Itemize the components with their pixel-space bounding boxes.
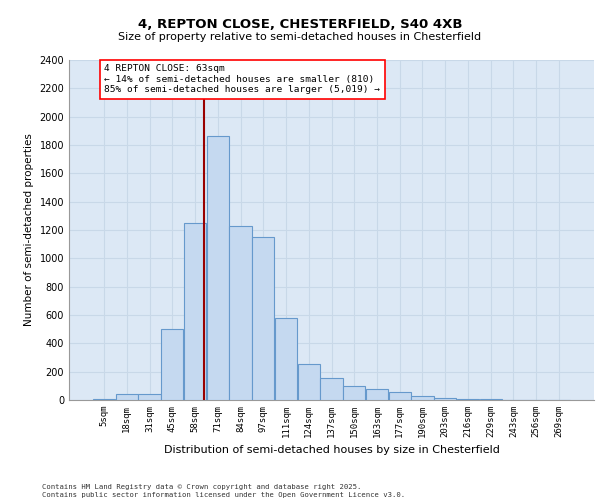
Bar: [434, 398, 457, 400]
Bar: [389, 392, 411, 400]
Y-axis label: Number of semi-detached properties: Number of semi-detached properties: [24, 134, 34, 326]
Bar: [457, 399, 479, 400]
Bar: [320, 378, 343, 400]
Bar: [298, 364, 320, 400]
Bar: [366, 390, 388, 400]
Bar: [252, 237, 274, 400]
Bar: [412, 396, 434, 400]
X-axis label: Distribution of semi-detached houses by size in Chesterfield: Distribution of semi-detached houses by …: [164, 446, 499, 456]
Bar: [116, 394, 138, 400]
Bar: [139, 394, 161, 400]
Bar: [206, 136, 229, 400]
Bar: [161, 329, 184, 400]
Bar: [229, 226, 251, 400]
Text: Size of property relative to semi-detached houses in Chesterfield: Size of property relative to semi-detach…: [118, 32, 482, 42]
Text: Contains HM Land Registry data © Crown copyright and database right 2025.
Contai: Contains HM Land Registry data © Crown c…: [42, 484, 405, 498]
Bar: [343, 386, 365, 400]
Bar: [184, 223, 206, 400]
Bar: [275, 318, 297, 400]
Text: 4, REPTON CLOSE, CHESTERFIELD, S40 4XB: 4, REPTON CLOSE, CHESTERFIELD, S40 4XB: [138, 18, 462, 30]
Text: 4 REPTON CLOSE: 63sqm
← 14% of semi-detached houses are smaller (810)
85% of sem: 4 REPTON CLOSE: 63sqm ← 14% of semi-deta…: [104, 64, 380, 94]
